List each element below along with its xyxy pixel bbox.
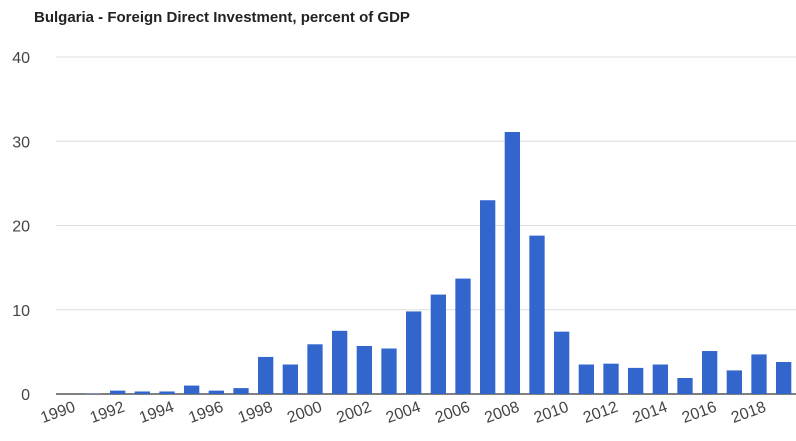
bar-2010 xyxy=(554,331,570,394)
x-tick-label: 1990 xyxy=(38,399,77,427)
bars xyxy=(85,131,792,395)
bar-2019 xyxy=(776,361,792,394)
x-tick-label: 2016 xyxy=(680,399,719,427)
bar-2003 xyxy=(381,348,397,394)
x-tick-label: 2008 xyxy=(482,399,521,427)
x-tick-label: 2002 xyxy=(334,399,373,427)
x-tick-label: 1992 xyxy=(88,399,127,427)
x-tick-label: 2000 xyxy=(285,399,324,427)
bar-2011 xyxy=(578,364,594,394)
bar-1992 xyxy=(110,390,126,394)
x-tick-label: 2014 xyxy=(630,399,669,427)
chart-title: Bulgaria - Foreign Direct Investment, pe… xyxy=(34,9,410,26)
x-tick-label: 1996 xyxy=(186,399,225,427)
bar-1994 xyxy=(159,391,175,394)
bar-2000 xyxy=(307,344,323,394)
y-axis-ticks: 0 10 20 30 40 xyxy=(12,50,30,404)
bar-2016 xyxy=(702,351,718,394)
bar-2017 xyxy=(726,370,742,394)
gridlines xyxy=(56,56,796,395)
bar-2001 xyxy=(332,330,348,394)
bar-1997 xyxy=(233,388,249,394)
bar-2018 xyxy=(751,354,767,394)
bar-2008 xyxy=(504,131,520,395)
x-tick-label: 2004 xyxy=(384,399,423,427)
bar-2009 xyxy=(529,235,545,394)
x-tick-label: 2018 xyxy=(729,399,768,427)
y-tick-label: 30 xyxy=(12,134,30,151)
bar-1999 xyxy=(282,364,298,394)
y-tick-label: 20 xyxy=(12,219,30,236)
x-axis-ticks: 1990 1992 1994 1996 1998 2000 2002 2004 2006 2008… xyxy=(38,399,768,427)
x-tick-label: 2010 xyxy=(532,399,571,427)
bar-1993 xyxy=(134,391,150,394)
bar-2014 xyxy=(652,364,668,394)
x-tick-label: 1994 xyxy=(137,399,176,427)
y-tick-label: 0 xyxy=(21,387,30,404)
y-tick-label: 40 xyxy=(12,50,30,67)
bar-1998 xyxy=(258,356,274,394)
bar-2004 xyxy=(406,311,422,394)
bar-2002 xyxy=(356,345,372,394)
x-tick-label: 1998 xyxy=(236,399,275,427)
y-tick-label: 10 xyxy=(12,303,30,320)
bar-2005 xyxy=(430,294,446,394)
bar-2012 xyxy=(603,363,619,394)
bar-1996 xyxy=(208,390,224,394)
bar-2015 xyxy=(677,377,693,394)
x-tick-label: 2012 xyxy=(581,399,620,427)
x-tick-label: 2006 xyxy=(433,399,472,427)
bar-2007 xyxy=(480,200,496,394)
bar-2013 xyxy=(628,367,644,394)
bar-2006 xyxy=(455,278,471,394)
bar-1995 xyxy=(184,385,200,394)
